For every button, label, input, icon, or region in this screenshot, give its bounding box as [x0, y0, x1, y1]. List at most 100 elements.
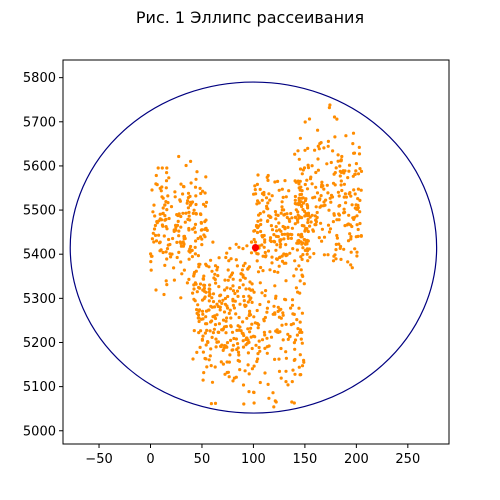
- data-point: [278, 245, 282, 249]
- data-point: [264, 289, 268, 293]
- data-point: [253, 184, 257, 188]
- data-point: [306, 229, 310, 234]
- data-point: [315, 210, 319, 215]
- data-point: [202, 274, 206, 278]
- data-point: [267, 344, 271, 348]
- data-point: [318, 142, 322, 146]
- data-point: [302, 166, 307, 170]
- data-point: [291, 312, 295, 316]
- data-point: [274, 400, 278, 404]
- data-point: [197, 316, 201, 320]
- data-point: [329, 160, 333, 165]
- data-point: [241, 264, 246, 268]
- data-point: [194, 211, 198, 216]
- data-point: [286, 337, 290, 341]
- data-point: [256, 173, 260, 177]
- data-point: [193, 299, 197, 303]
- data-point: [193, 185, 198, 189]
- data-point: [282, 237, 286, 241]
- data-point: [320, 180, 324, 184]
- data-point: [203, 191, 207, 195]
- data-point: [244, 287, 248, 291]
- data-point: [283, 297, 287, 301]
- data-point: [298, 179, 302, 183]
- data-point: [331, 220, 335, 224]
- data-point: [237, 328, 241, 332]
- data-point: [222, 310, 227, 314]
- data-point: [174, 228, 178, 232]
- data-point: [234, 242, 238, 246]
- data-point: [233, 291, 237, 296]
- data-point: [186, 217, 190, 221]
- data-point: [301, 253, 305, 257]
- data-point: [297, 238, 301, 243]
- data-point: [352, 217, 356, 221]
- data-point: [348, 232, 352, 236]
- data-point: [356, 234, 360, 238]
- data-point: [292, 274, 296, 278]
- data-point: [347, 163, 352, 167]
- data-point: [267, 192, 271, 196]
- data-point: [286, 236, 290, 240]
- data-point: [310, 164, 314, 168]
- data-point: [229, 257, 233, 261]
- data-point: [231, 379, 235, 383]
- data-point: [152, 240, 156, 244]
- data-point: [281, 311, 285, 315]
- data-point: [196, 303, 200, 307]
- data-point: [262, 245, 266, 249]
- data-point: [181, 240, 185, 244]
- data-point: [153, 214, 157, 218]
- data-point: [280, 323, 284, 327]
- data-point: [192, 208, 196, 212]
- data-point: [335, 117, 339, 121]
- data-point: [213, 365, 217, 369]
- data-point: [224, 319, 228, 323]
- data-point: [231, 284, 235, 288]
- data-point: [281, 195, 285, 199]
- data-point: [337, 194, 341, 198]
- data-point: [225, 286, 229, 290]
- data-point: [339, 257, 343, 261]
- data-point: [294, 286, 298, 290]
- data-point: [265, 175, 269, 179]
- data-point: [193, 245, 197, 249]
- data-point: [225, 341, 230, 345]
- data-point: [332, 254, 336, 258]
- data-point: [296, 149, 300, 153]
- data-point: [317, 198, 322, 202]
- data-point: [308, 215, 312, 219]
- data-point: [202, 286, 206, 290]
- data-point: [198, 286, 202, 290]
- data-point: [209, 402, 213, 406]
- data-point: [209, 304, 213, 308]
- data-point: [164, 250, 168, 254]
- data-point: [172, 278, 176, 282]
- data-point: [150, 254, 154, 258]
- data-point: [354, 162, 358, 166]
- data-point: [316, 128, 320, 132]
- data-point: [290, 400, 294, 404]
- data-point: [206, 340, 210, 344]
- data-point: [282, 208, 286, 212]
- data-point: [195, 311, 199, 315]
- data-point: [305, 247, 309, 251]
- data-point: [274, 217, 278, 221]
- data-point: [226, 278, 230, 282]
- data-point: [279, 211, 283, 215]
- y-tick-label: 5200: [23, 336, 56, 351]
- data-point: [164, 217, 168, 221]
- data-point: [329, 200, 333, 204]
- data-point: [235, 347, 239, 352]
- data-point: [300, 341, 304, 345]
- data-point: [281, 313, 285, 317]
- data-point: [274, 248, 278, 252]
- data-point: [219, 344, 223, 348]
- data-point: [358, 167, 362, 171]
- data-point: [350, 266, 354, 270]
- data-point: [187, 257, 191, 261]
- data-point: [209, 258, 213, 262]
- data-point: [252, 229, 256, 233]
- data-point: [227, 360, 231, 364]
